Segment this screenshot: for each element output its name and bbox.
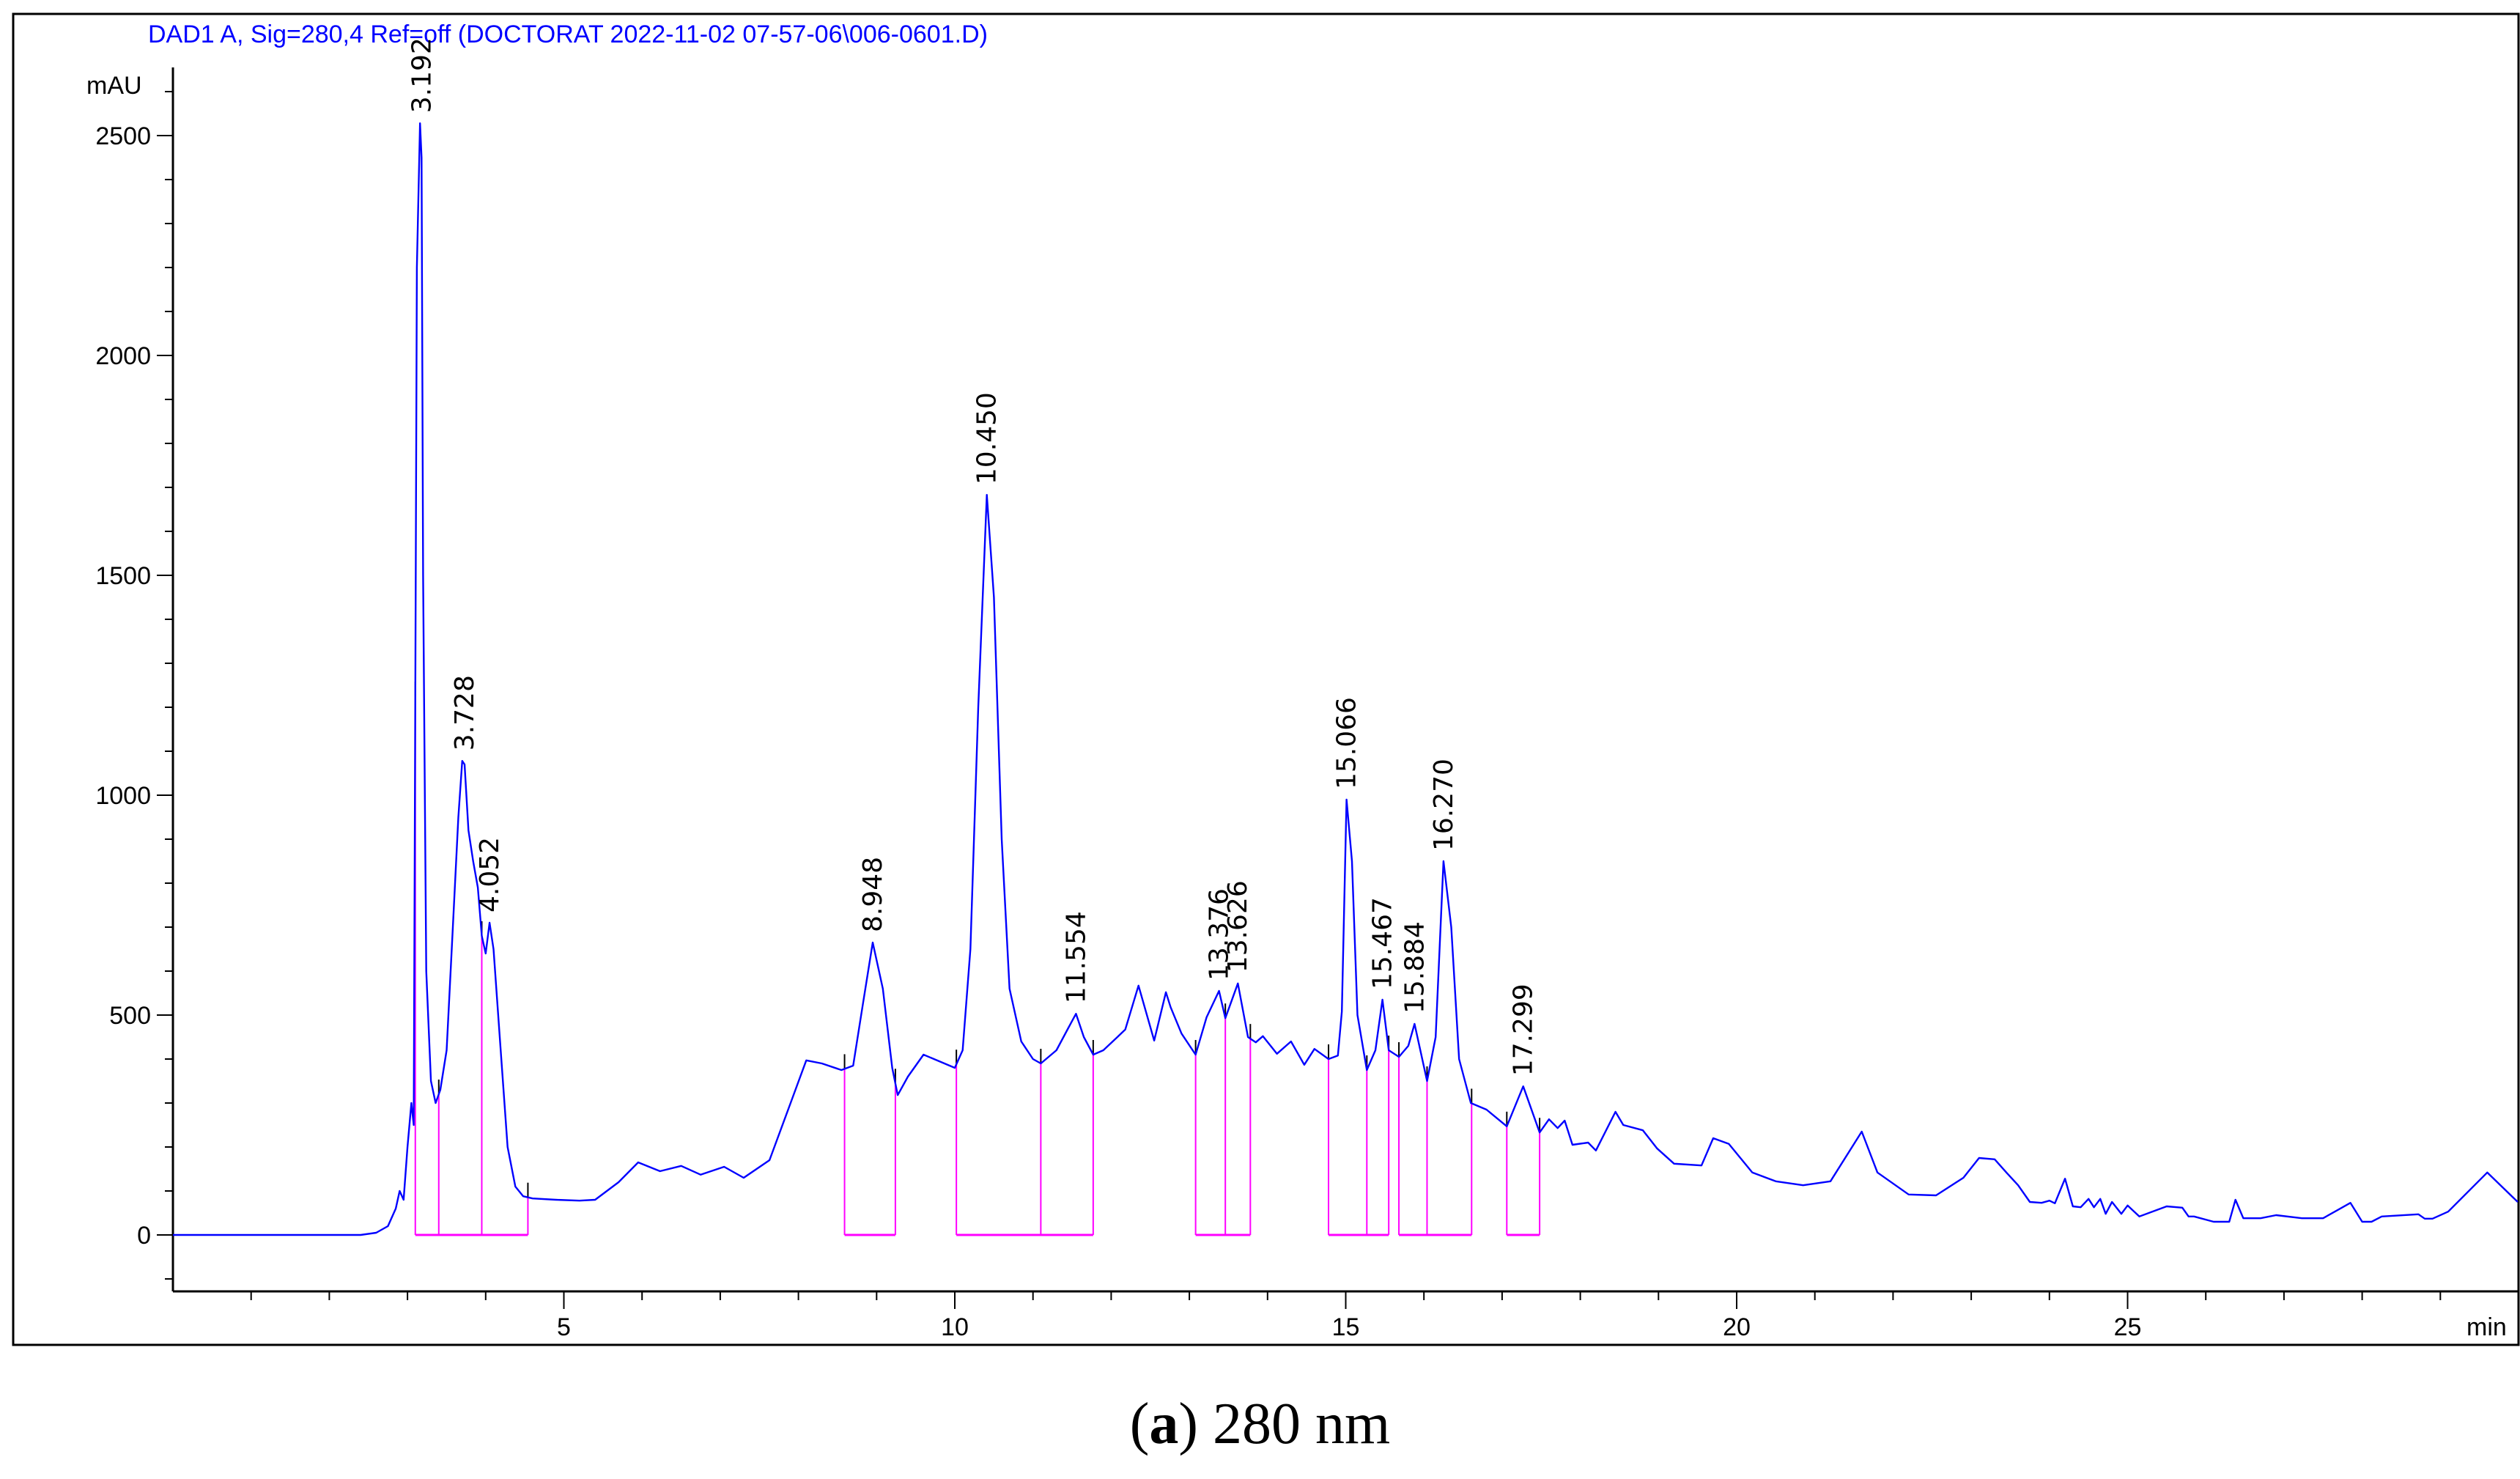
- peak-retention-label: 10.450: [972, 392, 1002, 484]
- x-axis-unit-label: min: [2467, 1313, 2507, 1341]
- x-tick-label: 10: [941, 1313, 969, 1341]
- x-tick-label: 25: [2114, 1313, 2142, 1341]
- y-tick-label: 1000: [95, 782, 151, 810]
- peak-labels: 3.192 3.728 4.052 8.948 10.450 11.554 13.37613…: [407, 37, 1538, 1076]
- y-tick-label: 0: [137, 1222, 151, 1250]
- caption-wavelength: 280 nm: [1213, 1392, 1391, 1456]
- panel-letter: a: [1149, 1392, 1179, 1456]
- integration-baselines: [414, 682, 1541, 1236]
- figure-caption: (a) 280 nm: [1129, 1392, 1391, 1456]
- y-tick-label: 2000: [95, 342, 151, 370]
- y-tick-label: 2500: [95, 122, 151, 150]
- peak-retention-label: 3.728: [450, 675, 480, 750]
- peak-retention-label: 13.376: [1205, 888, 1235, 981]
- x-axis-ticks: 5 10 15 20 25: [250, 1291, 2442, 1341]
- peak-retention-label: 13.626: [1223, 880, 1253, 973]
- peak-retention-label: 15.467: [1368, 897, 1398, 989]
- peak-retention-label: 15.066: [1332, 697, 1362, 789]
- peak-retention-label: 17.299: [1509, 984, 1539, 1076]
- y-axis-unit-label: mAU: [86, 72, 142, 100]
- peak-retention-label: 11.554: [1061, 911, 1091, 1003]
- outer-frame: [12, 12, 2520, 1346]
- peak-retention-label: 15.884: [1400, 921, 1430, 1014]
- x-tick-label: 5: [557, 1313, 571, 1341]
- peak-retention-label: 16.270: [1429, 759, 1459, 851]
- x-tick-label: 20: [1723, 1313, 1751, 1341]
- peak-retention-label: 3.192: [407, 37, 437, 113]
- y-axis-ticks: 0 500 1000 1500 2000 2500: [95, 91, 173, 1280]
- y-tick-label: 1500: [95, 562, 151, 590]
- chromatogram-trace: [173, 122, 2519, 1236]
- peak-retention-label: 8.948: [858, 857, 888, 932]
- x-tick-label: 15: [1332, 1313, 1360, 1341]
- peak-retention-label: 4.052: [475, 837, 505, 912]
- y-tick-label: 500: [109, 1002, 151, 1030]
- signal-title: DAD1 A, Sig=280,4 Ref=off (DOCTORAT 2022…: [148, 21, 988, 48]
